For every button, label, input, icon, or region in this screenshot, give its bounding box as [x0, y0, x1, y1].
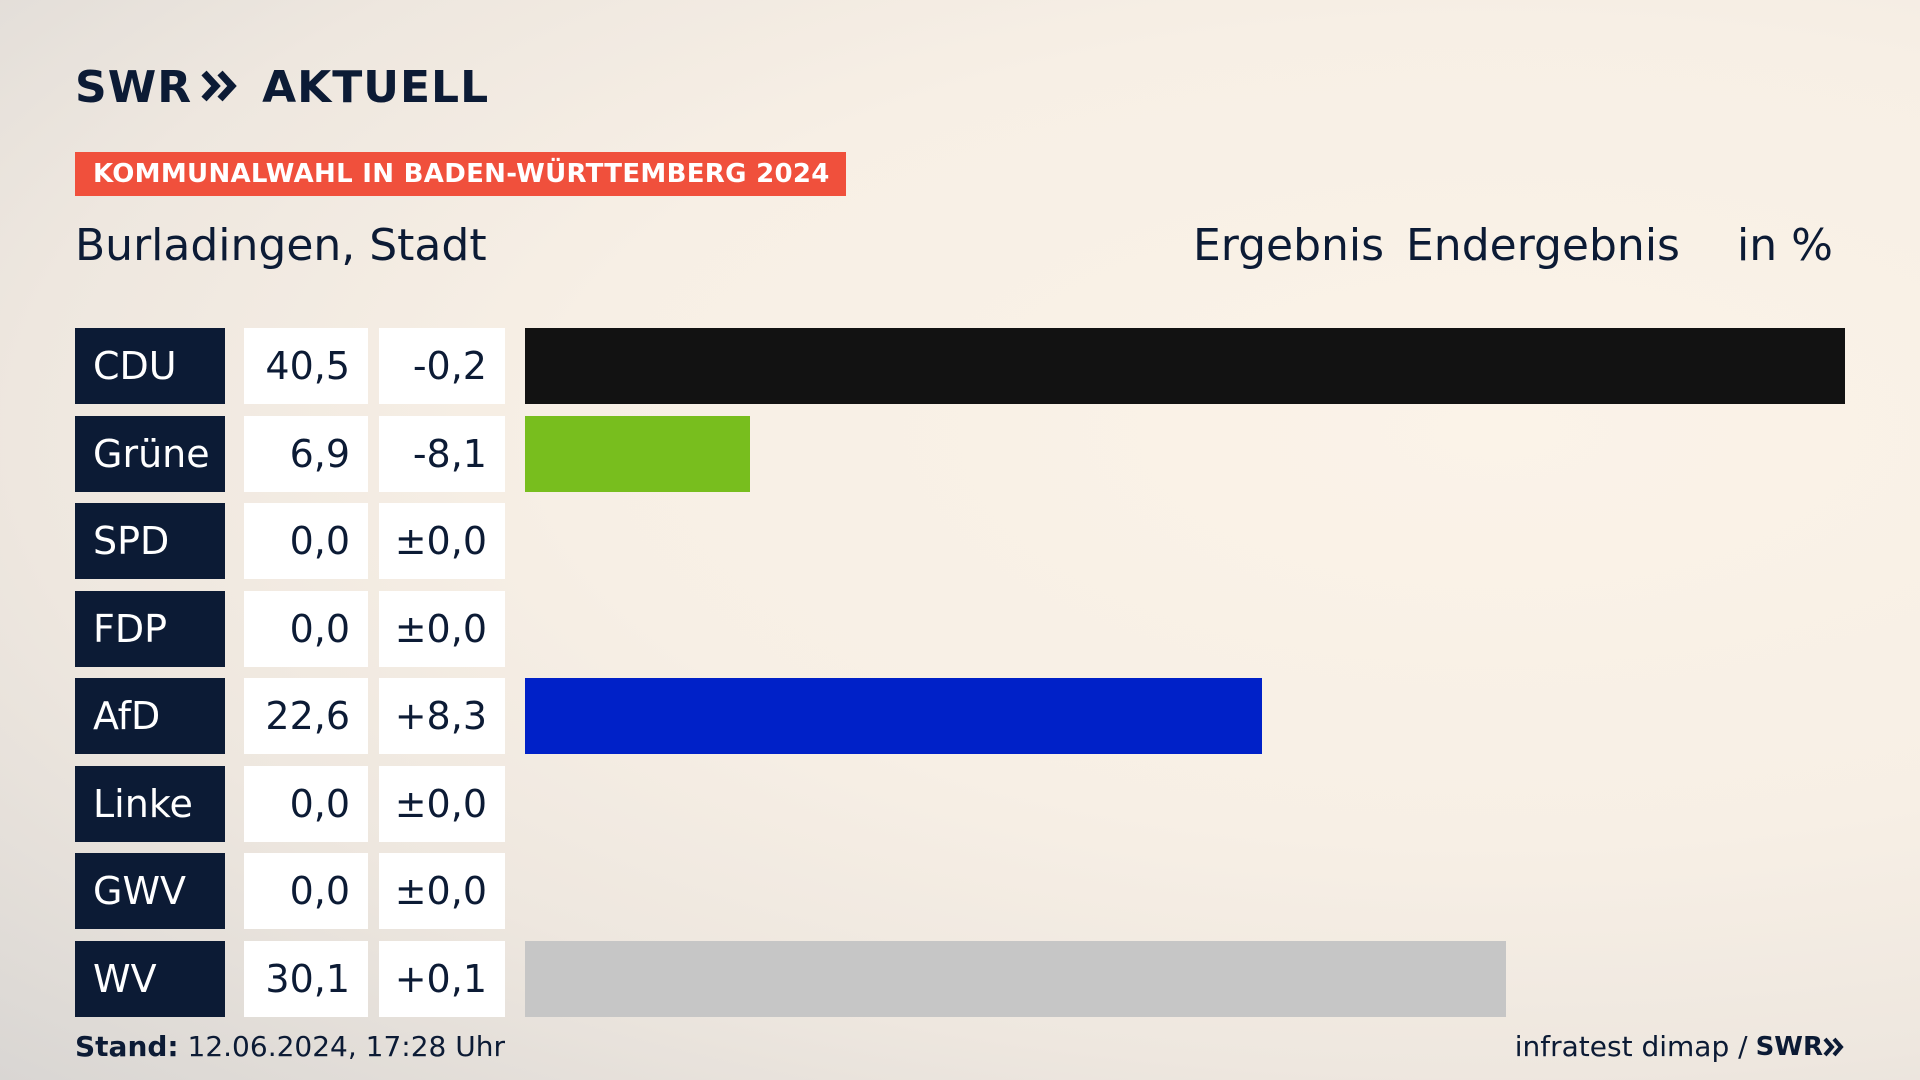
swr-aktuell-logo: SWR AKTUELL — [75, 62, 489, 113]
party-label: SPD — [75, 503, 225, 579]
value-label: 6,9 — [244, 415, 368, 492]
stand-value: 12.06.2024, 17:28 Uhr — [187, 1030, 505, 1063]
bar — [525, 328, 1845, 404]
bar — [525, 415, 750, 492]
column-header-endergebnis: Endergebnis — [1406, 220, 1680, 271]
result-row: WV 30,1 +0,1 — [75, 940, 1845, 1017]
value-label: 0,0 — [244, 503, 368, 579]
column-header-unit: in % — [1737, 220, 1833, 271]
value-label: 30,1 — [244, 940, 368, 1017]
bar — [525, 940, 1507, 1017]
double-chevron-small-icon — [1823, 1037, 1844, 1056]
value-label: 0,0 — [244, 853, 368, 929]
party-label: Linke — [75, 765, 225, 842]
place-title: Burladingen, Stadt — [75, 220, 487, 271]
value-label: 0,0 — [244, 590, 368, 667]
value-label: 40,5 — [244, 328, 368, 404]
diff-label: -0,2 — [379, 328, 505, 404]
result-row: CDU 40,5 -0,2 — [75, 328, 1845, 404]
diff-label: ±0,0 — [379, 765, 505, 842]
result-row: SPD 0,0 ±0,0 — [75, 503, 1845, 579]
double-chevron-icon — [200, 69, 240, 107]
party-label: CDU — [75, 328, 225, 404]
party-label: FDP — [75, 590, 225, 667]
diff-label: ±0,0 — [379, 853, 505, 929]
diff-label: +8,3 — [379, 678, 505, 754]
diff-label: ±0,0 — [379, 503, 505, 579]
source-credit: infratest dimap / SWR — [1515, 1030, 1845, 1063]
diff-label: ±0,0 — [379, 590, 505, 667]
diff-label: -8,1 — [379, 415, 505, 492]
result-row: AfD 22,6 +8,3 — [75, 678, 1845, 754]
diff-label: +0,1 — [379, 940, 505, 1017]
column-header-ergebnis: Ergebnis — [1193, 220, 1385, 271]
result-row: GWV 0,0 ±0,0 — [75, 853, 1845, 929]
party-label: AfD — [75, 678, 225, 754]
bar — [525, 678, 1262, 754]
source-text: infratest dimap / — [1514, 1030, 1748, 1063]
party-label: WV — [75, 940, 225, 1017]
stand-label: Stand: — [75, 1030, 179, 1063]
value-label: 22,6 — [244, 678, 368, 754]
election-banner: KOMMUNALWAHL IN BADEN-WÜRTTEMBERG 2024 — [75, 152, 846, 196]
party-label: Grüne — [75, 415, 225, 492]
result-row: FDP 0,0 ±0,0 — [75, 590, 1845, 667]
logo-aktuell-text: AKTUELL — [262, 62, 490, 113]
party-label: GWV — [75, 853, 225, 929]
swr-small-text: SWR — [1755, 1031, 1823, 1062]
value-label: 0,0 — [244, 765, 368, 842]
swr-small-logo: SWR — [1756, 1032, 1845, 1062]
logo-swr-text: SWR — [75, 62, 193, 113]
timestamp: Stand: 12.06.2024, 17:28 Uhr — [75, 1030, 505, 1063]
result-row: Grüne 6,9 -8,1 — [75, 415, 1845, 492]
result-row: Linke 0,0 ±0,0 — [75, 765, 1845, 842]
